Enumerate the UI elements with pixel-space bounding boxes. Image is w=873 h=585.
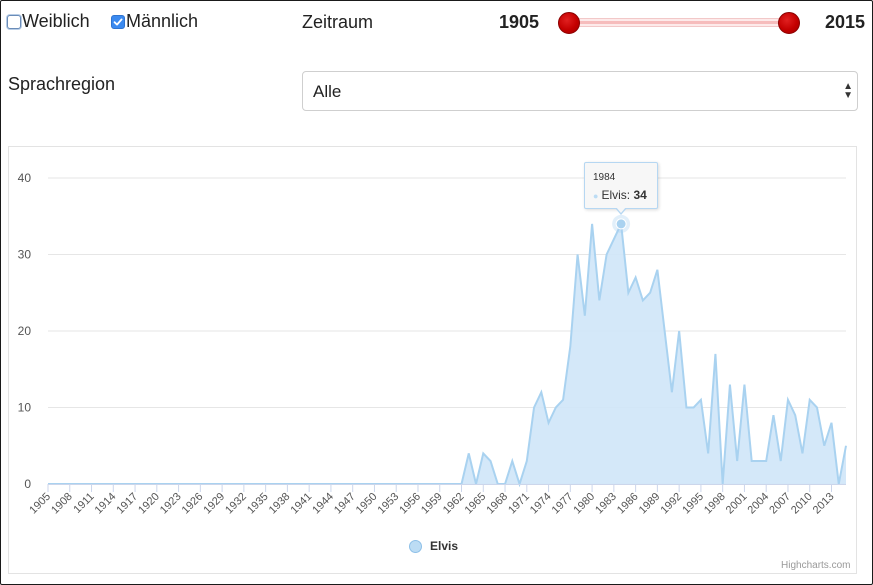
- tooltip-year: 1984: [593, 172, 616, 183]
- x-tick-label: 1935: [245, 491, 271, 517]
- legend-series-label: Elvis: [430, 539, 459, 553]
- period-slider-max-handle[interactable]: [778, 12, 800, 34]
- male-checkbox[interactable]: [111, 14, 125, 29]
- x-tick-label: 1959: [419, 491, 445, 517]
- x-tick-label: 1971: [506, 491, 532, 517]
- x-tick-label: 2001: [724, 491, 750, 517]
- period-slider-range: [570, 21, 789, 24]
- x-tick-label: 1920: [136, 491, 162, 517]
- region-select[interactable]: Alle ▲ ▼: [302, 71, 858, 111]
- tooltip-series-dot-icon: ●: [593, 191, 599, 201]
- tooltip-arrow: [615, 207, 627, 215]
- x-tick-label: 1965: [463, 491, 489, 517]
- y-tick-label: 0: [24, 477, 31, 491]
- male-label[interactable]: Männlich: [126, 11, 199, 31]
- x-tick-label: 1962: [441, 491, 467, 517]
- female-label[interactable]: Weiblich: [22, 11, 90, 31]
- period-max-value: 2015: [825, 12, 866, 32]
- female-checkbox[interactable]: [7, 14, 21, 29]
- x-tick-label: 1992: [658, 491, 684, 517]
- x-tick-label: 1947: [332, 491, 358, 517]
- x-tick-label: 1944: [310, 491, 336, 517]
- x-tick-label: 2013: [811, 491, 837, 517]
- y-tick-label: 30: [18, 248, 32, 262]
- x-tick-label: 1950: [354, 491, 380, 517]
- x-tick-label: 1983: [593, 491, 619, 517]
- x-tick-label: 1968: [484, 491, 510, 517]
- x-tick-label: 1953: [376, 491, 402, 517]
- hover-point-marker: [615, 218, 627, 230]
- x-tick-label: 1974: [528, 491, 554, 517]
- x-tick-label: 1932: [223, 491, 249, 517]
- y-tick-label: 40: [18, 171, 32, 185]
- y-tick-label: 20: [18, 324, 32, 338]
- x-tick-label: 1995: [680, 491, 706, 517]
- x-tick-label: 1941: [288, 491, 314, 517]
- x-tick-label: 1923: [158, 491, 184, 517]
- period-slider-min-handle[interactable]: [558, 12, 580, 34]
- region-label: Sprachregion: [8, 74, 116, 94]
- x-tick-label: 1989: [637, 491, 663, 517]
- x-tick-label: 1929: [201, 491, 227, 517]
- select-arrows-icon: ▲ ▼: [843, 81, 853, 101]
- chart-tooltip: 1984 ● Elvis: 34: [584, 162, 658, 215]
- period-label: Zeitraum: [302, 12, 374, 32]
- region-select-value: Alle: [313, 82, 342, 101]
- legend-series-dot-icon: [409, 539, 422, 553]
- tooltip-series-name: Elvis: [601, 188, 627, 202]
- x-tick-label: 1905: [27, 491, 53, 517]
- chart-legend-item[interactable]: Elvis: [409, 539, 458, 553]
- tooltip-value: 34: [633, 188, 647, 202]
- x-tick-label: 1917: [114, 491, 140, 517]
- chart-credits[interactable]: Highcharts.com: [781, 560, 851, 571]
- x-tick-label: 1977: [550, 491, 576, 517]
- x-tick-label: 1911: [71, 491, 96, 516]
- checkmark-icon: [113, 18, 123, 25]
- x-tick-label: 1938: [267, 491, 293, 517]
- x-tick-label: 1980: [571, 491, 597, 517]
- female-checkbox-group[interactable]: Weiblich: [7, 11, 90, 32]
- x-tick-label: 1998: [702, 491, 728, 517]
- tooltip-row: ● Elvis: 34: [593, 188, 647, 202]
- x-tick-label: 1926: [180, 491, 206, 517]
- y-tick-label: 10: [18, 401, 32, 415]
- x-tick-label: 1914: [93, 491, 119, 517]
- x-tick-label: 2007: [767, 491, 793, 517]
- x-tick-label: 1956: [397, 491, 423, 517]
- x-tick-label: 1986: [615, 491, 641, 517]
- x-tick-label: 1908: [49, 491, 75, 517]
- male-checkbox-group[interactable]: Männlich: [111, 11, 198, 32]
- series-line-elvis: [48, 220, 847, 488]
- period-min-value: 1905: [499, 12, 540, 32]
- series-area-elvis: [48, 223, 846, 484]
- x-tick-label: 2004: [746, 491, 772, 517]
- x-tick-label: 2010: [789, 491, 815, 517]
